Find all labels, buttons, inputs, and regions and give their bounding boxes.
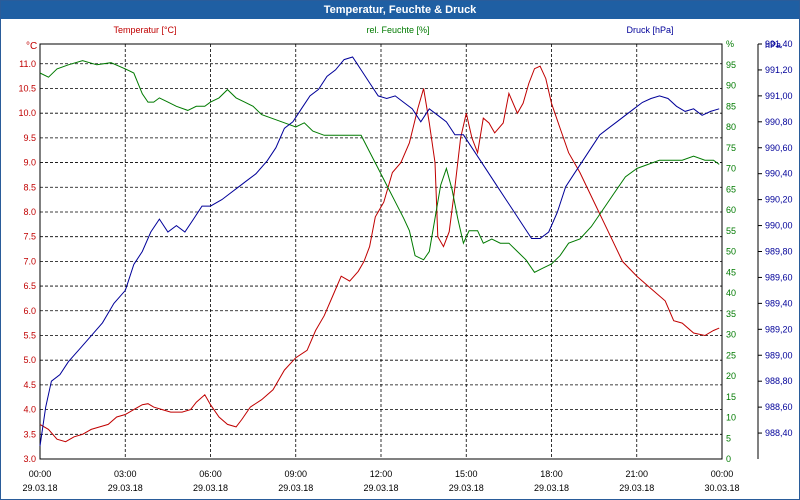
temperature-tick-label: 11.0 [19, 59, 36, 69]
humidity-tick-label: 85 [726, 101, 736, 111]
temperature-tick-label: 7.0 [23, 256, 36, 266]
axes [39, 43, 762, 460]
x-tick-time: 21:00 [625, 469, 648, 479]
plot-border [39, 43, 723, 460]
x-tick-time: 03:00 [114, 469, 137, 479]
x-tick-date: 29.03.18 [22, 483, 57, 493]
pressure-tick-label: 989,80 [765, 247, 793, 257]
humidity-tick-label: 0 [726, 454, 731, 464]
humidity-tick-label: 15 [726, 392, 736, 402]
pressure-tick-label: 989,60 [765, 272, 793, 282]
humidity-tick-label: 60 [726, 205, 736, 215]
pressure-unit-label: hPa [765, 40, 781, 50]
pressure-tick-label: 991,40 [765, 39, 793, 49]
temperature-tick-label: 10.0 [18, 108, 36, 118]
temperature-tick-label: 4.0 [23, 405, 36, 415]
pressure-tick-label: 988,80 [765, 376, 793, 386]
temperature-series-line [39, 65, 720, 443]
pressure-tick-label: 990,40 [765, 169, 793, 179]
pressure-series-line [39, 56, 720, 447]
temperature-tick-label: 5.5 [23, 330, 36, 340]
pressure-tick-label: 989,20 [765, 324, 793, 334]
pressure-tick-label: 990,20 [765, 195, 793, 205]
temperature-tick-label: 3.5 [23, 429, 36, 439]
legend-humidity: rel. Feuchte [%] [366, 25, 429, 35]
pressure-tick-label: 989,00 [765, 350, 793, 360]
temperature-tick-label: 9.0 [23, 158, 36, 168]
humidity-tick-label: 95 [726, 60, 736, 70]
pressure-tick-label: 990,80 [765, 117, 793, 127]
humidity-tick-label: 20 [726, 371, 736, 381]
pressure-tick-label: 988,60 [765, 402, 793, 412]
pressure-tick-label: 988,40 [765, 428, 793, 438]
x-tick-date: 29.03.18 [449, 483, 484, 493]
humidity-tick-label: 40 [726, 288, 736, 298]
temperature-tick-label: 6.5 [23, 281, 36, 291]
temperature-tick-label: 10.5 [18, 83, 36, 93]
x-tick-time: 06:00 [199, 469, 222, 479]
temperature-tick-label: 3.0 [23, 454, 36, 464]
humidity-tick-label: 30 [726, 330, 736, 340]
temperature-tick-label: 5.0 [23, 355, 36, 365]
humidity-tick-label: 25 [726, 350, 736, 360]
x-tick-time: 00:00 [711, 469, 734, 479]
temperature-tick-label: 4.5 [23, 380, 36, 390]
pressure-tick-label: 990,60 [765, 143, 793, 153]
humidity-tick-label: 70 [726, 164, 736, 174]
x-tick-date: 29.03.18 [193, 483, 228, 493]
x-tick-date: 29.03.18 [534, 483, 569, 493]
x-tick-date: 29.03.18 [619, 483, 654, 493]
x-tick-date: 29.03.18 [278, 483, 313, 493]
x-tick-time: 00:00 [29, 469, 52, 479]
humidity-tick-label: 10 [726, 413, 736, 423]
x-tick-time: 09:00 [284, 469, 307, 479]
temperature-tick-label: 8.5 [23, 182, 36, 192]
temperature-tick-label: 7.5 [23, 232, 36, 242]
humidity-tick-label: 50 [726, 247, 736, 257]
x-tick-time: 15:00 [455, 469, 478, 479]
x-tick-date: 30.03.18 [704, 483, 739, 493]
x-tick-date: 29.03.18 [108, 483, 143, 493]
humidity-tick-label: 80 [726, 122, 736, 132]
legend-temperature: Temperatur [°C] [113, 25, 176, 35]
axis-labels: 00:00 29.03.18 03:00 29.03.18 06:00 29.03.18 0… [18, 25, 792, 493]
humidity-tick-label: 45 [726, 267, 736, 277]
pressure-tick-label: 991,20 [765, 65, 793, 75]
chart-title: Temperatur, Feuchte & Druck [1, 1, 799, 19]
temperature-tick-label: 8.0 [23, 207, 36, 217]
humidity-tick-label: 35 [726, 309, 736, 319]
series-layer [39, 56, 720, 447]
temperature-unit-label: °C [26, 41, 37, 52]
pressure-tick-label: 989,40 [765, 298, 793, 308]
humidity-tick-label: 75 [726, 143, 736, 153]
humidity-tick-label: 5 [726, 433, 731, 443]
pressure-tick-label: 990,00 [765, 221, 793, 231]
x-tick-date: 29.03.18 [363, 483, 398, 493]
legend-pressure: Druck [hPa] [626, 25, 673, 35]
humidity-tick-label: 55 [726, 226, 736, 236]
pressure-tick-label: 991,00 [765, 91, 793, 101]
humidity-unit-label: % [726, 39, 734, 49]
temperature-tick-label: 6.0 [23, 306, 36, 316]
grid [40, 44, 722, 459]
humidity-tick-label: 65 [726, 184, 736, 194]
x-tick-time: 18:00 [540, 469, 563, 479]
x-tick-time: 12:00 [370, 469, 393, 479]
humidity-series-line [39, 60, 720, 273]
temperature-tick-label: 9.5 [23, 133, 36, 143]
humidity-tick-label: 90 [726, 81, 736, 91]
